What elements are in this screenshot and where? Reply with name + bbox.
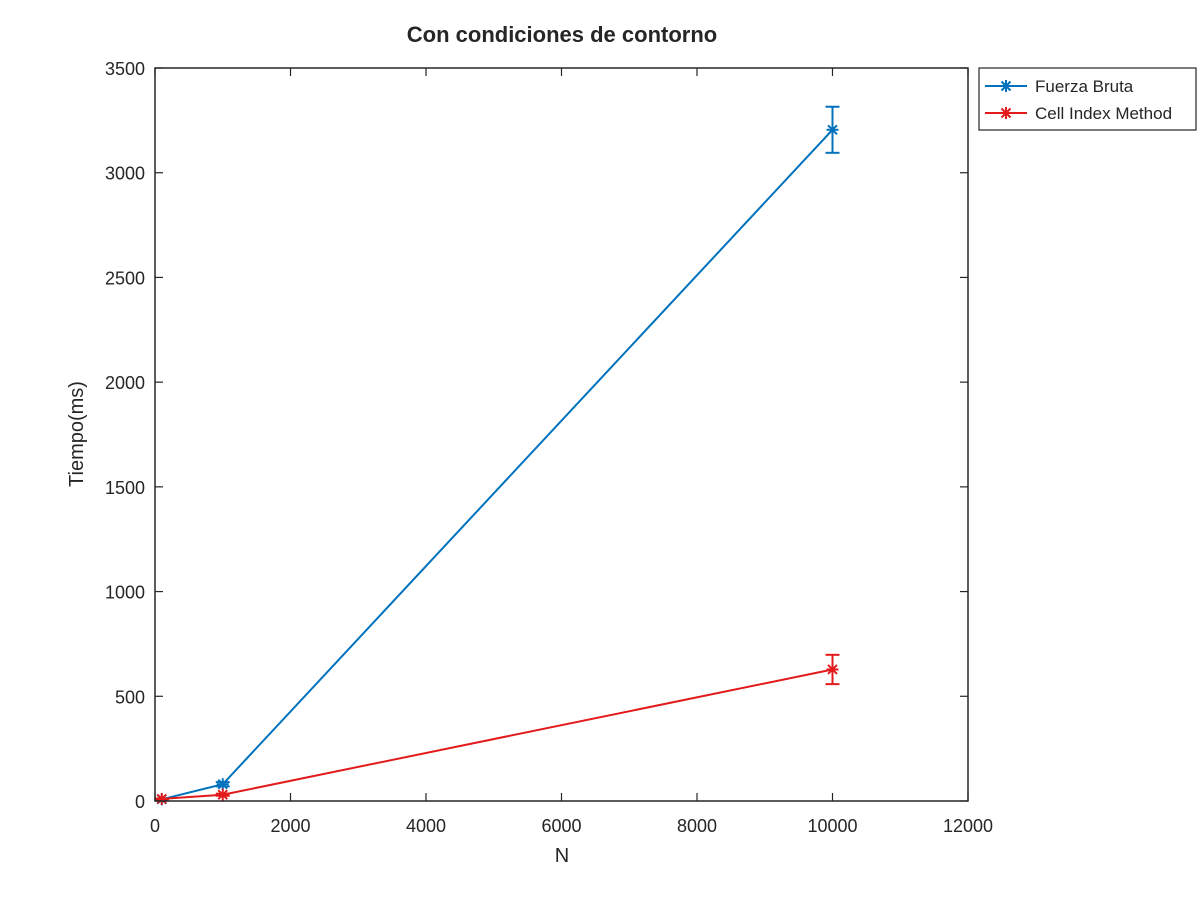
legend-marker (1000, 80, 1012, 92)
series-cell-index-method (154, 653, 840, 805)
y-tick-label: 2500 (105, 268, 145, 288)
y-tick-label: 1000 (105, 583, 145, 603)
data-point-marker (216, 788, 229, 801)
x-tick-label: 2000 (270, 816, 310, 836)
legend-label: Fuerza Bruta (1035, 77, 1134, 96)
data-point-marker (155, 792, 168, 805)
plot-area (154, 105, 840, 806)
x-axis-label: N (555, 845, 569, 867)
series-fuerza-bruta (154, 105, 840, 806)
x-tick-label: 8000 (677, 816, 717, 836)
legend-label: Cell Index Method (1035, 104, 1172, 123)
x-tick-label: 4000 (406, 816, 446, 836)
x-tick-label: 6000 (541, 816, 581, 836)
x-tick-label: 10000 (807, 816, 857, 836)
y-tick-label: 1500 (105, 478, 145, 498)
x-tick-label: 0 (150, 816, 160, 836)
legend-item: Cell Index Method (985, 104, 1172, 123)
legend-box (978, 67, 1197, 131)
y-axis-label: Tiempo(ms) (66, 381, 88, 487)
data-point-marker (216, 778, 229, 791)
y-tick-label: 0 (135, 792, 145, 812)
data-point-marker (826, 663, 839, 676)
legend-item: Fuerza Bruta (985, 77, 1134, 96)
y-tick-label: 2000 (105, 373, 145, 393)
series-line (161, 129, 834, 801)
series-line (161, 668, 833, 800)
legend: Fuerza Bruta Cell Index Method (978, 67, 1197, 131)
x-tick-label: 12000 (943, 816, 993, 836)
y-tick-label: 3000 (105, 164, 145, 184)
y-tick-label: 3500 (105, 59, 145, 79)
data-point-marker (826, 123, 839, 136)
legend-marker (1000, 107, 1012, 119)
y-tick-label: 500 (115, 687, 145, 707)
axes-frame (154, 67, 969, 802)
chart-title: Con condiciones de contorno (407, 22, 717, 47)
axis-ticks: 0 2000 4000 6000 8000 10000 12000 0 500 1000 1500 2… (105, 59, 993, 836)
